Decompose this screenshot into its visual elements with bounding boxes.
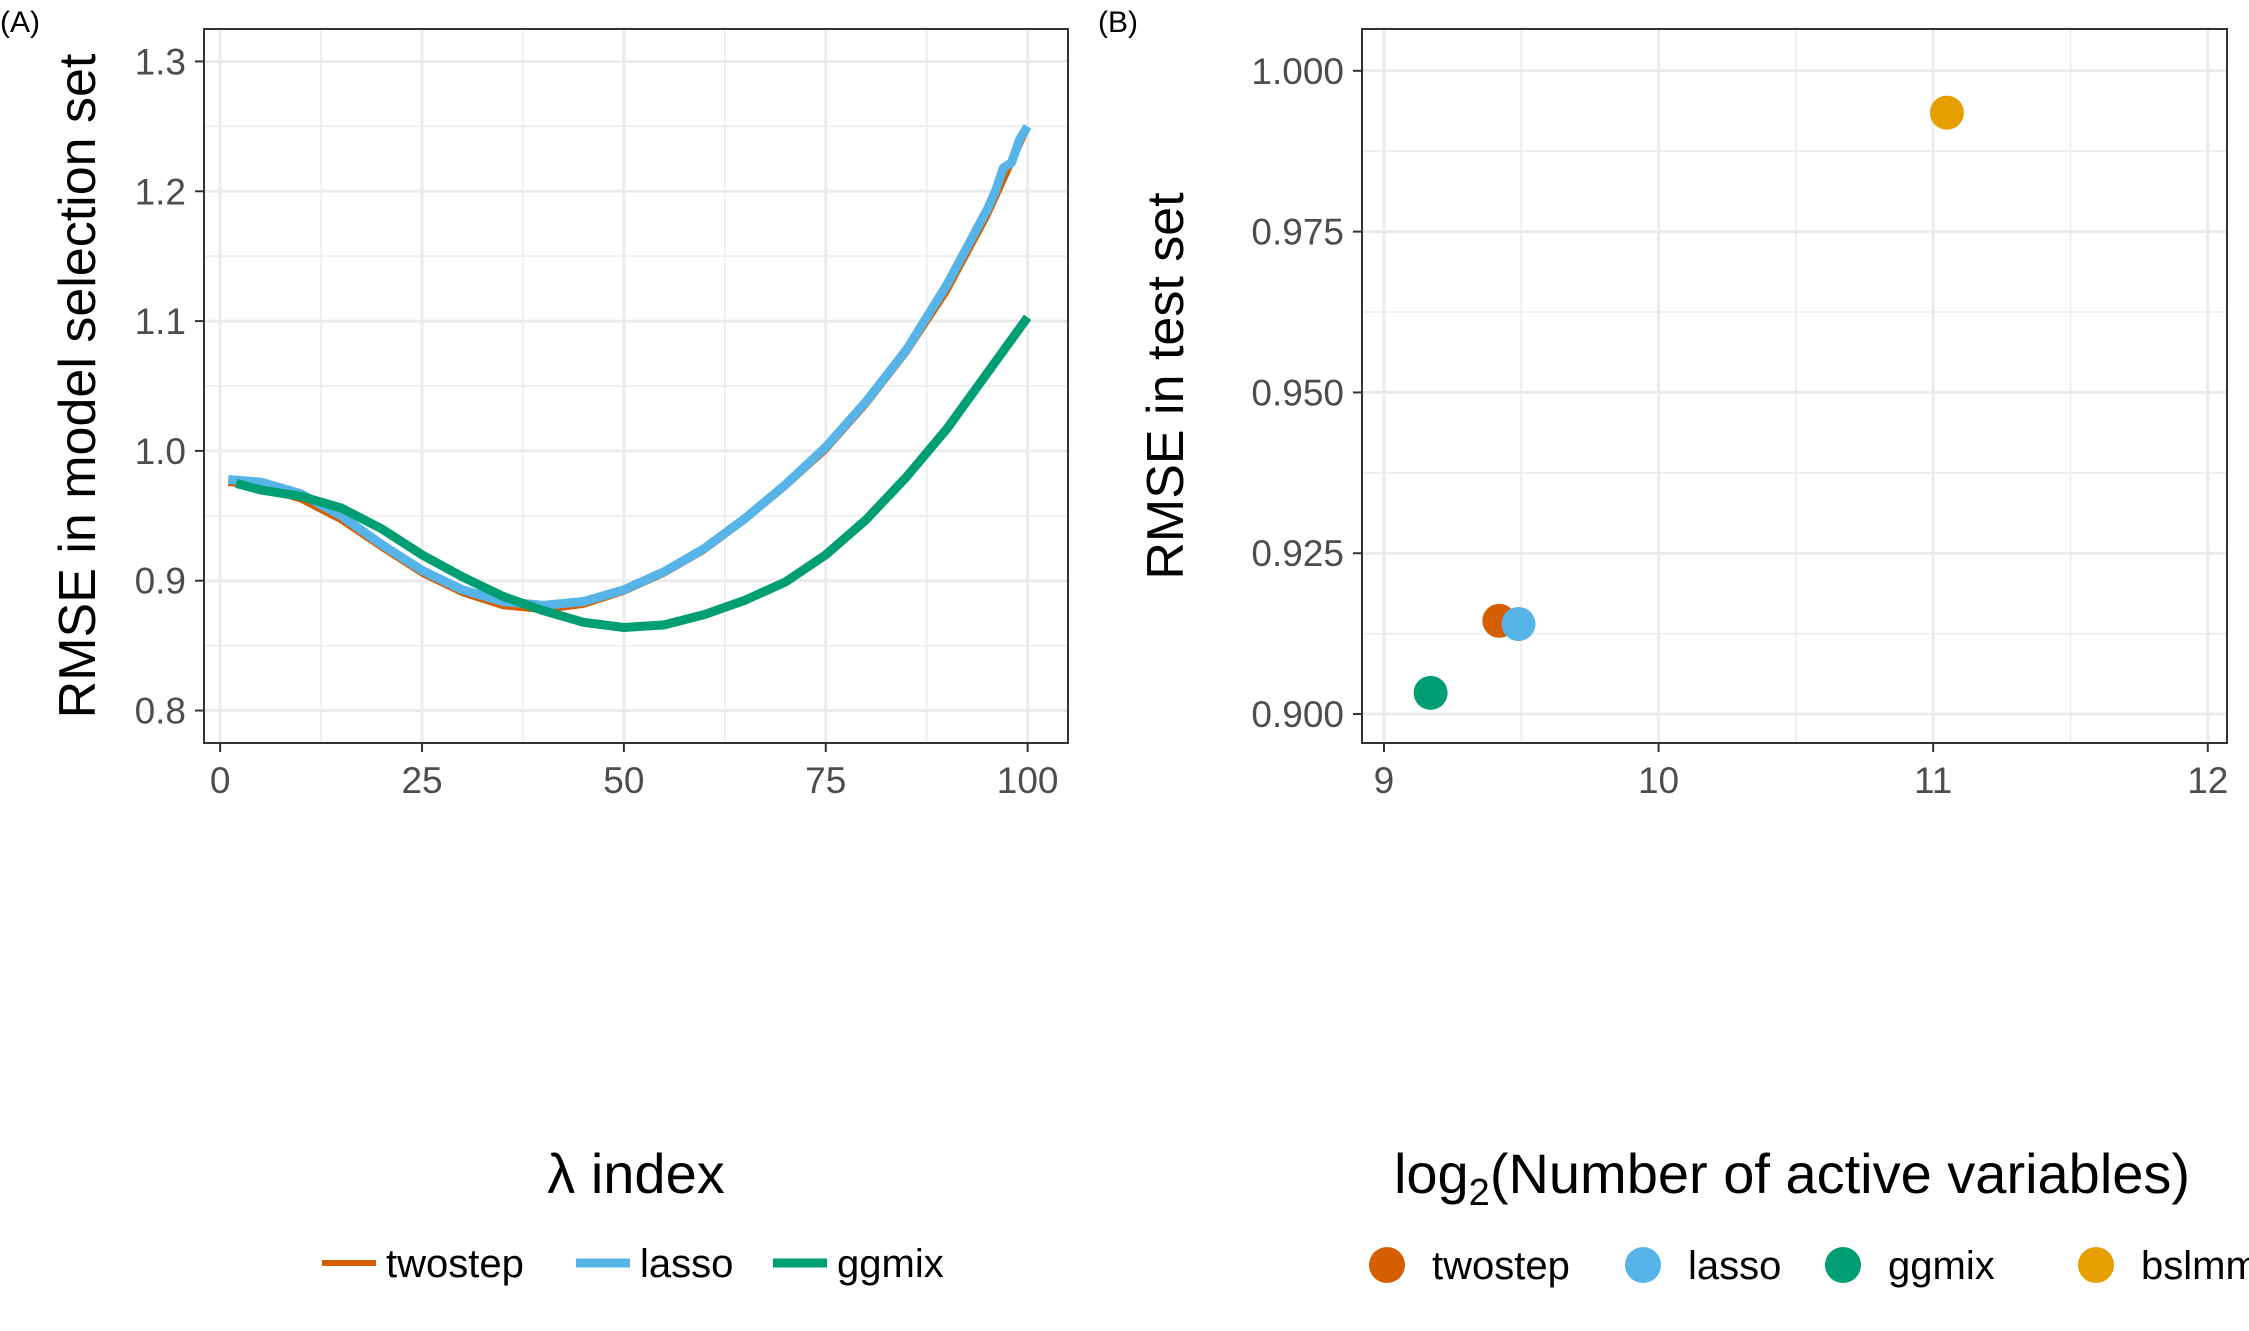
panel-a-frame [203, 28, 1069, 744]
x-tick-label: 9 [1374, 760, 1395, 801]
panel-a: (A) 0 25 50 75 100 0.8 0.9 1.0 1.1 1.2 1.3 RMSE in… [0, 6, 1069, 1286]
y-tick-label: 1.2 [135, 171, 186, 212]
panel-b-frame [1361, 28, 2228, 744]
series-line-lasso [227, 124, 1032, 610]
y-tick-label: 1.1 [135, 301, 186, 342]
x-tick-label: 11 [1914, 760, 1952, 801]
legend-key-twostep [1369, 1247, 1405, 1283]
x-tick-label: 0 [210, 760, 231, 801]
panel-a-x-axis-title: λ index [547, 1142, 724, 1205]
panel-b-points [1413, 95, 1964, 710]
panel-b-x-axis-title: log2(Number of active variables) [1394, 1142, 2190, 1214]
scatter-point-bslmm [1929, 95, 1964, 130]
x-axis-title-subscript: 2 [1469, 1172, 1490, 1214]
scatter-point-ggmix [1413, 675, 1448, 710]
panel-a-y-axis-title: RMSE in model selection set [49, 53, 107, 718]
panel-a-minor-grid [204, 29, 1068, 743]
x-tick-label: 25 [401, 760, 442, 801]
legend-label-lasso: lasso [640, 1242, 733, 1286]
panel-b-y-axis-title: RMSE in test set [1137, 192, 1195, 580]
panel-b-label: (B) [1098, 6, 1138, 39]
panel-a-label: (A) [0, 6, 40, 39]
legend-label-twostep: twostep [1432, 1244, 1570, 1288]
y-tick-label: 0.900 [1251, 694, 1344, 735]
x-tick-label: 10 [1638, 760, 1679, 801]
legend-label-bslmm: bslmm [2141, 1244, 2249, 1288]
y-tick-label: 1.000 [1251, 51, 1344, 92]
y-tick-label: 1.3 [135, 41, 186, 82]
y-tick-label: 0.9 [135, 561, 186, 602]
y-tick-label: 0.975 [1251, 212, 1344, 253]
legend-label-ggmix: ggmix [1888, 1244, 1995, 1288]
x-axis-title-log: log [1394, 1142, 1469, 1205]
x-axis-title-text: index [575, 1142, 724, 1205]
panel-b-major-grid [1362, 29, 2227, 743]
legend-label-lasso: lasso [1688, 1244, 1781, 1288]
panel-b-legend: twostep lasso ggmix bslmm [1369, 1244, 2249, 1288]
y-tick-label: 0.950 [1251, 372, 1344, 413]
panel-a-ticks: 0 25 50 75 100 0.8 0.9 1.0 1.1 1.2 1.3 [135, 41, 1059, 801]
lambda-symbol: λ [547, 1142, 575, 1205]
x-tick-label: 12 [2187, 760, 2228, 801]
panel-b: (B) 9 10 11 12 0.900 0.925 0.950 0.975 1.000 RMS… [1098, 6, 2249, 1288]
legend-key-lasso [1625, 1247, 1661, 1283]
y-tick-label: 0.8 [135, 691, 186, 732]
legend-label-twostep: twostep [386, 1242, 524, 1286]
panel-b-ticks: 9 10 11 12 0.900 0.925 0.950 0.975 1.000 [1251, 51, 2228, 801]
y-tick-label: 0.925 [1251, 533, 1344, 574]
series-line-twostep [227, 127, 1030, 614]
legend-key-ggmix [1825, 1247, 1861, 1283]
scatter-point-lasso [1501, 607, 1536, 641]
x-tick-label: 100 [997, 760, 1059, 801]
panel-a-major-grid [204, 29, 1068, 743]
legend-key-bslmm [2078, 1247, 2114, 1283]
x-tick-label: 50 [603, 760, 644, 801]
legend-label-ggmix: ggmix [837, 1242, 944, 1286]
panel-a-series [227, 124, 1032, 632]
x-axis-title-rest: (Number of active variables) [1490, 1142, 2190, 1205]
y-tick-label: 1.0 [135, 431, 186, 472]
x-tick-label: 75 [805, 760, 846, 801]
panel-a-legend: twostep lasso ggmix [322, 1242, 944, 1286]
series-line-ggmix [235, 314, 1032, 632]
